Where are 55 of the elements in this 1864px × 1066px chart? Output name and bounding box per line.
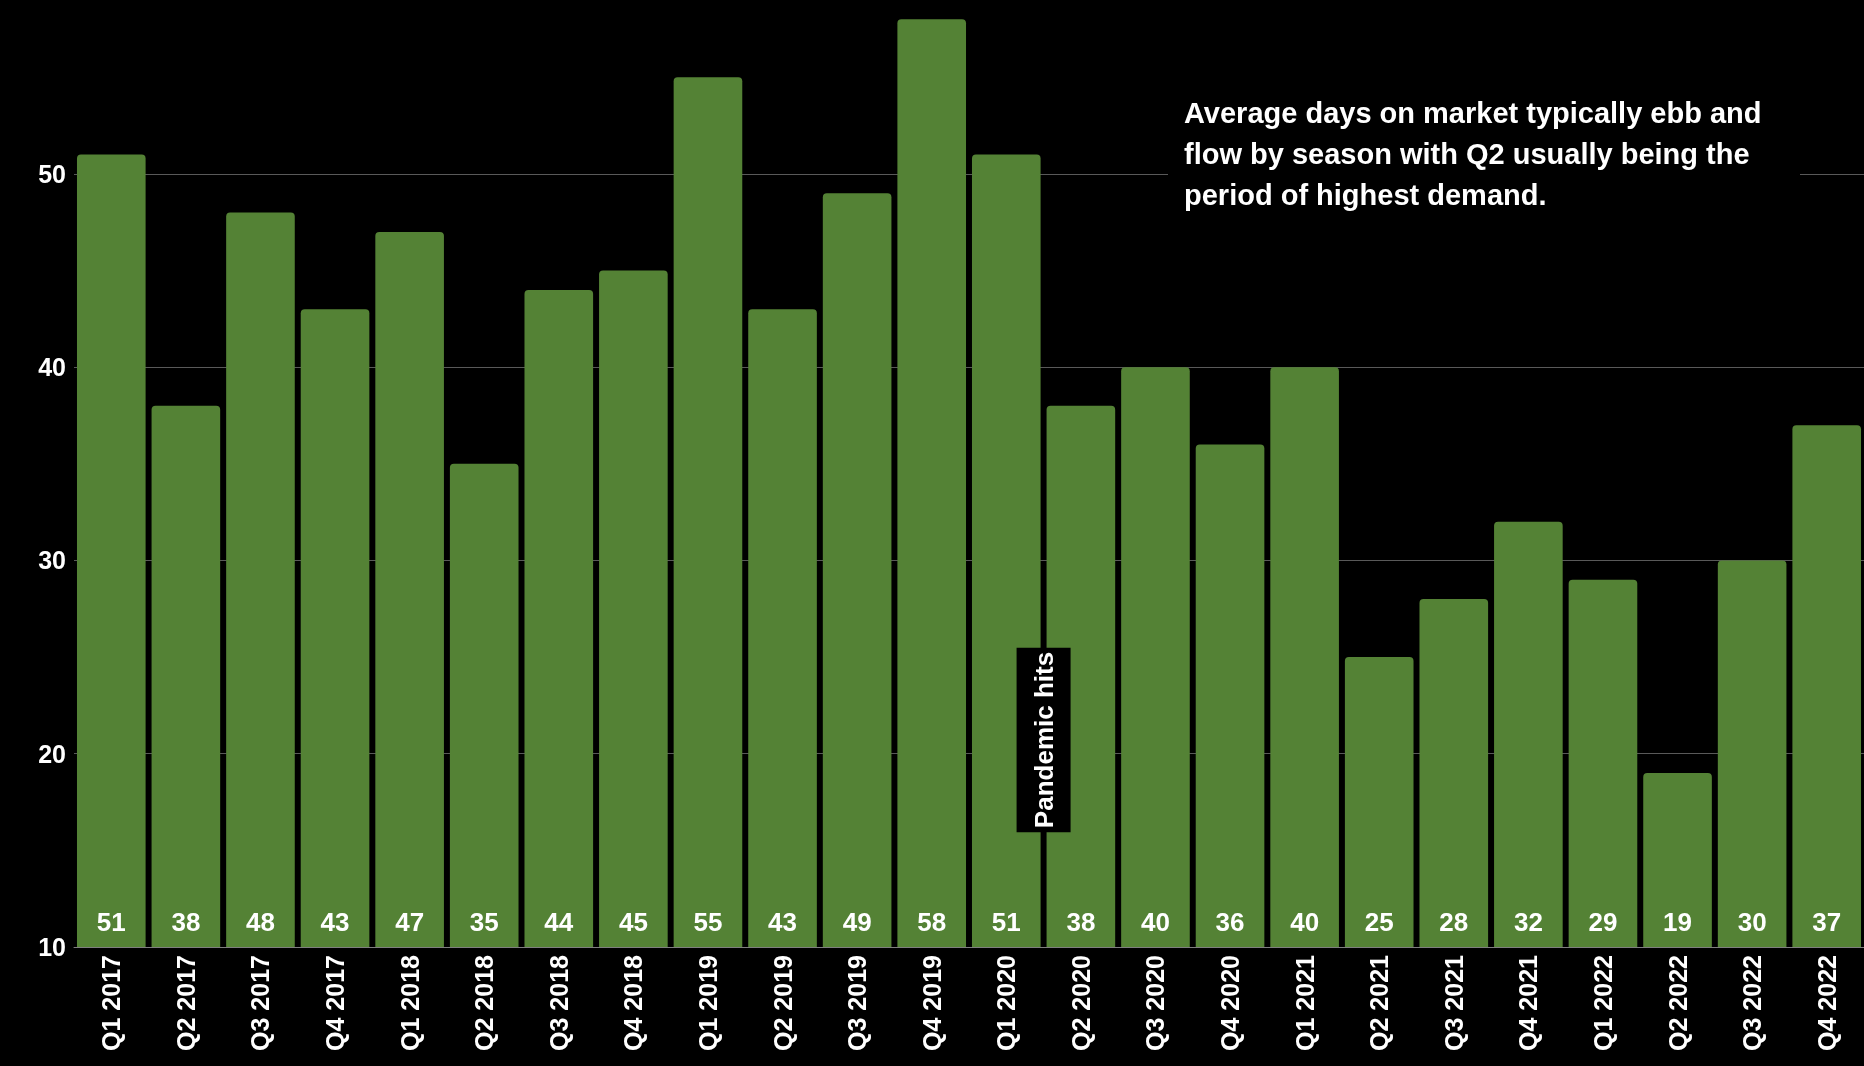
y-tick-label: 40	[38, 353, 66, 382]
x-tick-label: Q3 2022	[1738, 955, 1767, 1051]
data-label: 35	[469, 907, 499, 937]
data-label: 49	[842, 907, 872, 937]
annotation: Pandemic hits	[1028, 651, 1059, 829]
x-tick-label: Q4 2022	[1812, 955, 1841, 1051]
x-tick-label: Q1 2022	[1588, 955, 1617, 1051]
data-label: 32	[1513, 907, 1543, 937]
data-label: 36	[1215, 907, 1245, 937]
data-label: 44	[544, 907, 574, 937]
x-tick-label: Q4 2017	[321, 955, 350, 1051]
x-tick-label: Q4 2018	[619, 954, 648, 1051]
x-tick-label: Q2 2018	[470, 954, 499, 1051]
data-label: 28	[1439, 907, 1469, 937]
y-tick-label: 10	[38, 933, 66, 961]
data-label: 40	[1290, 907, 1320, 937]
x-tick-label: Q1 2020	[992, 955, 1021, 1051]
y-tick-label: 20	[38, 739, 66, 768]
data-label: 19	[1663, 907, 1692, 937]
data-label: 51	[991, 907, 1021, 937]
data-label: 38	[1066, 907, 1096, 937]
data-label: 40	[1141, 907, 1170, 937]
x-tick-label: Q3 2018	[544, 954, 573, 1051]
data-label: 29	[1588, 907, 1618, 937]
data-label: 37	[1812, 907, 1842, 937]
x-tick-label: Q2 2022	[1663, 955, 1692, 1051]
y-tick-label: 50	[38, 159, 66, 188]
data-label: 43	[320, 907, 350, 937]
x-tick-label: Q3 2021	[1439, 954, 1468, 1051]
x-tick-label: Q2 2019	[768, 955, 797, 1051]
x-tick-label: Q3 2020	[1141, 955, 1170, 1051]
data-label: 38	[171, 907, 201, 937]
x-tick-label: Q4 2021	[1514, 954, 1543, 1051]
data-label: 47	[395, 907, 425, 937]
x-tick-label: Q2 2021	[1365, 954, 1394, 1051]
data-label: 30	[1737, 907, 1767, 937]
data-label: 55	[693, 907, 723, 937]
data-label: 48	[246, 907, 275, 937]
x-tick-label: Q2 2017	[171, 955, 200, 1051]
data-label: 58	[917, 907, 947, 937]
x-tick-label: Q1 2018	[395, 954, 424, 1051]
data-label: 51	[96, 907, 126, 937]
data-label: 43	[768, 907, 797, 937]
x-tick-label: Q1 2017	[97, 955, 126, 1051]
x-tick-label: Q4 2020	[1216, 955, 1245, 1051]
y-tick-label: 30	[38, 546, 66, 575]
data-label: 25	[1364, 907, 1394, 937]
x-tick-label: Q1 2019	[693, 955, 722, 1051]
x-tick-label: Q1 2021	[1290, 954, 1319, 1051]
x-tick-label: Q3 2017	[246, 955, 275, 1051]
annotation: Average days on market typically ebb and flow by season with Q2 usually being the period of highest demand.	[1184, 96, 1770, 211]
x-tick-label: Q4 2019	[917, 955, 946, 1051]
x-tick-label: Q2 2020	[1066, 955, 1095, 1051]
x-tick-label: Q3 2019	[843, 955, 872, 1051]
data-label: 45	[618, 907, 648, 937]
